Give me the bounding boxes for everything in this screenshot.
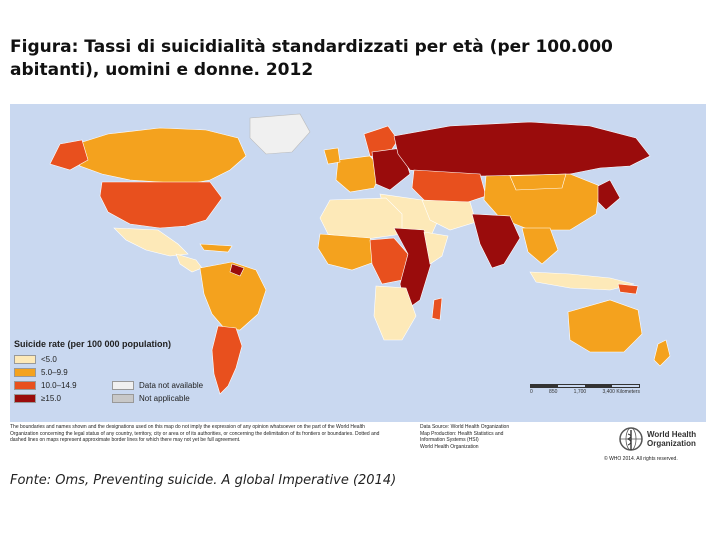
- china: [483, 173, 601, 231]
- who-name-line: Organization: [647, 439, 696, 448]
- papua-new-guinea: [617, 283, 639, 295]
- australia: [567, 299, 643, 353]
- india: [471, 213, 521, 269]
- legend-item: ≥15.0: [14, 393, 112, 403]
- alaska: [49, 139, 89, 171]
- southeast-asia: [521, 227, 559, 265]
- world-map: [10, 104, 706, 468]
- scale-bar: 0 850 1,700 3,400 Kilometers: [530, 384, 640, 395]
- copyright: © WHO 2014. All rights reserved.: [604, 456, 678, 462]
- scale-label: 0: [530, 389, 533, 395]
- korea-japan: [597, 179, 621, 211]
- guyana: [229, 263, 245, 277]
- legend-label: 10.0–14.9: [41, 380, 77, 390]
- map-disclaimer: The boundaries and names shown and the d…: [10, 424, 380, 444]
- caribbean: [199, 243, 233, 253]
- legend-label: ≥15.0: [41, 393, 61, 403]
- legend-item: Data not available: [112, 380, 212, 390]
- north-africa: [319, 197, 403, 241]
- legend-item: [112, 367, 212, 377]
- credit-line: Information Systems (HSI): [420, 437, 479, 444]
- credit-line: Map Production: Health Statistics and: [420, 430, 504, 437]
- figure-title: Figura: Tassi di suicidialità standardiz…: [10, 37, 613, 80]
- legend-label: 5.0–9.9: [41, 367, 68, 377]
- legend-swatch: [14, 354, 36, 364]
- legend-label: Data not available: [139, 380, 204, 390]
- legend-swatch: [14, 393, 36, 403]
- new-zealand: [653, 339, 671, 367]
- legend-label: <5.0: [41, 354, 57, 364]
- legend-swatch: [14, 380, 36, 390]
- credit-line: Data Source: World Health Organization: [420, 424, 510, 430]
- legend-title: Suicide rate (per 100 000 population): [14, 339, 172, 349]
- source-caption: Fonte: Oms, Preventing suicide. A global…: [10, 473, 397, 488]
- mongolia: [509, 173, 567, 191]
- western-europe: [335, 155, 383, 193]
- who-logo: World Health Organization: [618, 426, 696, 452]
- legend-swatch: [112, 380, 134, 390]
- southern-africa: [373, 285, 417, 341]
- footer-band: [10, 422, 706, 468]
- southern-cone: [211, 325, 243, 395]
- horn-of-africa: [423, 231, 449, 265]
- iran-afghanistan: [421, 199, 477, 231]
- legend: Suicide rate (per 100 000 population) <5…: [14, 339, 214, 403]
- map-credits: Data Source: World Health Organization M…: [420, 424, 600, 451]
- map-panel: Suicide rate (per 100 000 population) <5…: [10, 104, 706, 468]
- legend-swatch: [14, 367, 36, 377]
- legend-swatch: [112, 393, 134, 403]
- south-america-north: [199, 261, 267, 331]
- legend-item: 10.0–14.9: [14, 380, 112, 390]
- canada: [69, 127, 247, 185]
- credit-line: World Health Organization: [420, 444, 479, 451]
- who-name-line: World Health: [647, 430, 697, 439]
- legend-item: 5.0–9.9: [14, 367, 112, 377]
- who-emblem-icon: [619, 427, 643, 451]
- greenland: [249, 113, 311, 155]
- scale-bar-graphic: [530, 384, 640, 388]
- scale-label: 1,700: [573, 389, 587, 395]
- legend-label: Not applicable: [139, 393, 190, 403]
- scale-label: 3,400 Kilometers: [602, 389, 640, 395]
- madagascar: [431, 297, 443, 321]
- legend-item: <5.0: [14, 354, 112, 364]
- iceland-uk: [323, 147, 341, 165]
- usa: [99, 181, 223, 229]
- legend-item: Not applicable: [112, 393, 212, 403]
- west-africa: [317, 233, 381, 271]
- central-america: [175, 253, 203, 273]
- scale-label: 850: [549, 389, 558, 395]
- legend-item: [112, 354, 212, 364]
